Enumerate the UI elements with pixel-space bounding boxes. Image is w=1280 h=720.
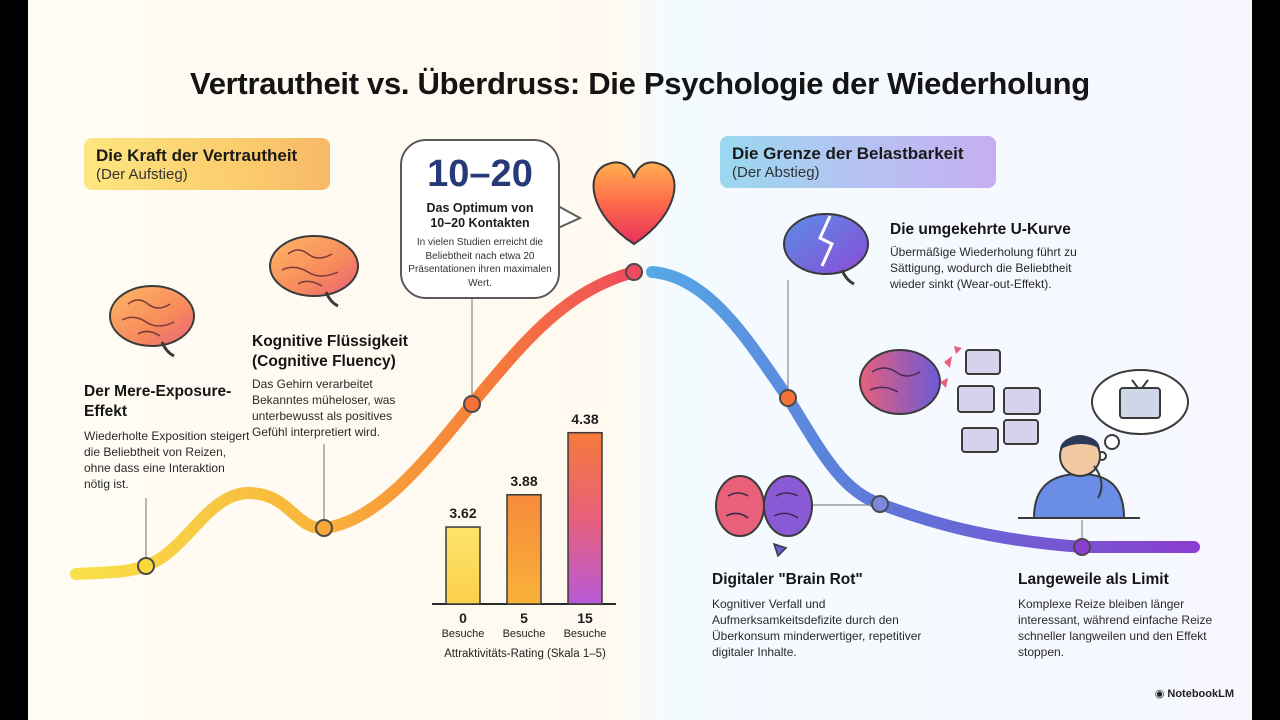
bored-person-icon	[1018, 435, 1140, 519]
curve-layer	[70, 161, 1200, 605]
mere-exposure-section: Der Mere-Exposure- Effekt Wiederholte Ex…	[84, 382, 254, 492]
optimum-heading-2: 10–20 Kontakten	[430, 216, 530, 230]
bar-tick-label: 0	[459, 610, 467, 626]
bar-value-label: 3.88	[510, 472, 538, 489]
brain-icon	[109, 285, 195, 358]
heart-icon	[592, 161, 676, 246]
notebooklm-logo-icon: ◉	[1154, 688, 1168, 700]
brain-rot-section: Digitaler "Brain Rot" Kognitiver Verfall…	[712, 570, 922, 660]
bar-chart-xlabel: Attraktivitäts-Rating (Skala 1–5)	[444, 648, 606, 660]
fall-banner-title: Die Grenze der Belastbarkeit	[732, 144, 964, 163]
rise-banner-title: Die Kraft der Vertrautheit	[96, 146, 298, 165]
fluency-heading-1: Kognitive Flüssigkeit	[252, 333, 408, 350]
bar-chart	[432, 431, 616, 605]
u-curve-text: Übermäßige Wiederholung führt zu Sättigu…	[890, 245, 1077, 291]
page-title: Vertrautheit vs. Überdruss: Die Psycholo…	[190, 66, 1090, 101]
u-curve-heading: Die umgekehrte U-Kurve	[890, 221, 1071, 238]
curve-dot-brain-rot	[871, 495, 889, 513]
rise-banner-subtitle: (Der Aufstieg)	[96, 166, 188, 183]
fall-curve	[646, 266, 1200, 553]
fluency-text: Das Gehirn verarbeitet Bekanntes mühelos…	[252, 377, 396, 439]
bar-tick-label: 15	[577, 610, 593, 626]
optimum-text: In vielen Studien erreicht die Beliebthe…	[408, 237, 552, 289]
rise-banner: Die Kraft der Vertrautheit (Der Aufstieg…	[84, 138, 330, 190]
bar-value-label: 4.38	[571, 410, 599, 427]
mere-exposure-text: Wiederholte Exposition steigert die Beli…	[84, 429, 250, 491]
optimum-number: 10–20	[427, 153, 533, 195]
optimum-bubble: 10–20 Das Optimum von 10–20 Kontakten In…	[400, 139, 560, 299]
u-curve-section: Die umgekehrte U-Kurve Übermäßige Wieder…	[890, 220, 1100, 292]
footer-text: NotebookLM	[1167, 688, 1234, 700]
curve-dot-peak	[625, 263, 643, 281]
mere-exposure-heading-1: Der Mere-Exposure-	[84, 383, 232, 400]
brain-tv-cluster	[859, 346, 1041, 453]
thought-bubble-icon	[1091, 369, 1189, 461]
fall-banner: Die Grenze der Belastbarkeit (Der Abstie…	[720, 136, 996, 188]
bar-tick-sublabel: Besuche	[441, 628, 485, 640]
boredom-heading: Langeweile als Limit	[1018, 571, 1169, 588]
brain-icon	[269, 235, 359, 308]
bar-0	[445, 526, 481, 605]
curve-dot-fluency	[315, 519, 333, 537]
fall-banner-subtitle: (Der Abstieg)	[732, 164, 820, 181]
curve-dot-boredom	[1073, 538, 1091, 556]
mere-exposure-heading-2: Effekt	[84, 403, 128, 420]
bar-5	[506, 494, 542, 605]
fluency-heading-2: (Cognitive Fluency)	[252, 353, 396, 370]
tv-icon	[1119, 387, 1161, 419]
curve-dot-mere-exposure	[137, 557, 155, 575]
broken-brain-icon	[715, 475, 813, 558]
bar-tick-sublabel: Besuche	[563, 628, 607, 640]
bar-15	[567, 431, 603, 605]
fluency-section: Kognitive Flüssigkeit (Cognitive Fluency…	[252, 332, 420, 440]
brain-rot-text: Kognitiver Verfall und Aufmerksamkeitsde…	[712, 597, 922, 659]
curve-dot-u-curve	[779, 389, 797, 407]
bar-tick-label: 5	[520, 610, 528, 626]
brain-rot-heading: Digitaler "Brain Rot"	[712, 571, 863, 588]
broken-brain-icon	[783, 213, 869, 286]
boredom-section: Langeweile als Limit Komplexe Reize blei…	[1018, 570, 1218, 660]
bar-tick-sublabel: Besuche	[502, 628, 546, 640]
curve-dot-optimum	[463, 395, 481, 413]
footer-brand: ◉ NotebookLM	[1155, 687, 1234, 700]
infographic: Vertrautheit vs. Überdruss: Die Psycholo…	[28, 0, 1252, 720]
optimum-heading-1: Das Optimum von	[426, 201, 534, 215]
boredom-text: Komplexe Reize bleiben länger interessan…	[1018, 597, 1213, 659]
bar-value-label: 3.62	[449, 505, 477, 522]
